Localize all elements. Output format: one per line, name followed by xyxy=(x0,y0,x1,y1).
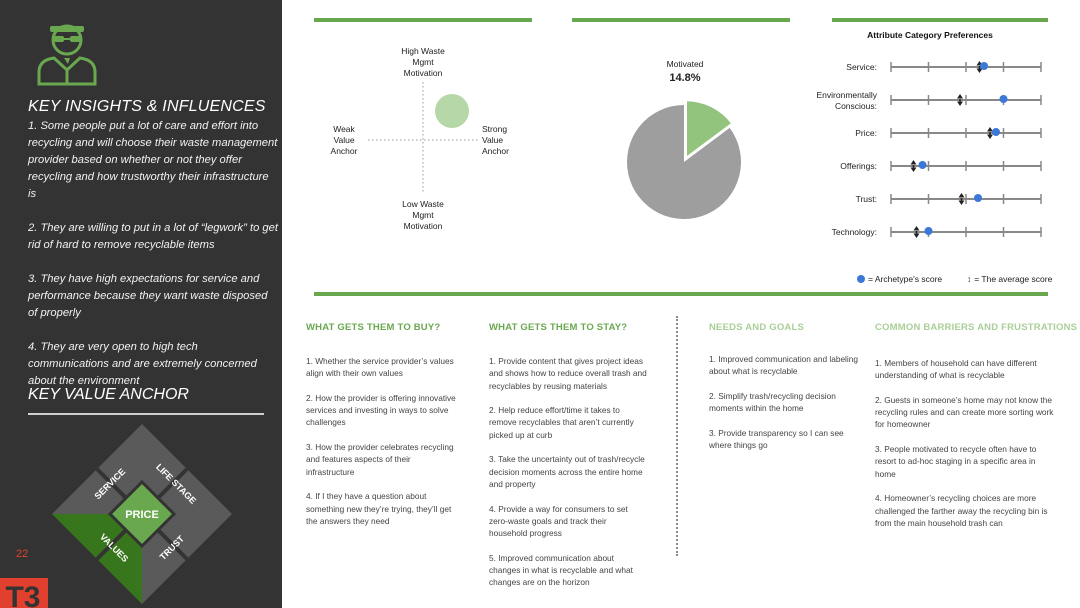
attribute-preferences: Attribute Category Preferences Service: E… xyxy=(805,28,1060,298)
legend-archetype-label: = Archetype's score xyxy=(868,274,943,284)
pie-slice-rest xyxy=(627,105,741,219)
value-motivation-quadrant: High Waste Mgmt Motivation Low Waste Mgm… xyxy=(310,40,545,240)
average-score-marker xyxy=(987,127,993,139)
insight-item: 2. They are willing to put in a lot of “… xyxy=(28,222,278,251)
archetype-score-dot xyxy=(924,227,933,235)
list-item: 2. Simplify trash/recycling decision mom… xyxy=(709,390,836,414)
insight-item: 1. Some people put a lot of care and eff… xyxy=(28,120,278,200)
list-item: 3. How the provider celebrates recycling… xyxy=(306,442,454,477)
list-item: 3. People motivated to recycle often hav… xyxy=(875,444,1037,479)
archetype-score-dot xyxy=(974,194,982,202)
average-score-marker xyxy=(957,94,963,106)
section-divider xyxy=(314,292,1048,296)
pie-value: 14.8% xyxy=(669,72,701,84)
list-item: 1. Whether the service provider’s values… xyxy=(306,356,454,379)
insight-item: 3. They have high expectations for servi… xyxy=(28,273,268,319)
logo-text: T3 xyxy=(5,581,40,608)
column-barriers: COMMON BARRIERS AND FRUSTRATIONS 1. Memb… xyxy=(875,322,1078,541)
attribute-label: Offerings: xyxy=(840,161,877,171)
column-heading: NEEDS AND GOALS xyxy=(709,322,805,333)
list-item: 1. Members of household can have differe… xyxy=(875,358,1037,381)
dotted-divider xyxy=(676,316,678,556)
section-bar xyxy=(832,18,1048,22)
list-item: 4. If I they have a question about somet… xyxy=(306,491,452,526)
archetype-score-dot xyxy=(999,95,1008,103)
legend-average: ↕ = The average score xyxy=(967,274,1052,284)
archetype-score-dot xyxy=(992,128,1000,136)
column-heading: WHAT GETS THEM TO BUY? xyxy=(306,322,441,333)
attribute-label: Service: xyxy=(846,62,877,72)
list-item: 1. Provide content that gives project id… xyxy=(489,356,647,391)
pie-svg xyxy=(627,99,741,219)
legend-archetype: = Archetype's score xyxy=(857,274,942,284)
column-heading: COMMON BARRIERS AND FRUSTRATIONS xyxy=(875,322,1078,333)
column-stay: WHAT GETS THEM TO STAY? 1. Provide conte… xyxy=(489,322,647,601)
column-needs: NEEDS AND GOALS 1. Improved communicatio… xyxy=(709,322,859,464)
average-score-marker xyxy=(910,160,917,172)
archetype-score-dot xyxy=(980,62,988,70)
list-item: 4. Provide a way for consumers to set ze… xyxy=(489,503,628,539)
quadrant-bottom-label: Low Waste Mgmt Motivation xyxy=(402,199,444,231)
list-item: 2. Guests in someone’s home may not know… xyxy=(875,394,1054,430)
archetype-dot-icon xyxy=(857,275,865,283)
archetype-bubble xyxy=(435,94,469,128)
list-item: 4. Homeowner’s recycling choices are mor… xyxy=(875,493,1048,528)
insights-list: 1. Some people put a lot of care and eff… xyxy=(28,118,278,407)
pie-label: Motivated xyxy=(666,59,704,69)
divider xyxy=(28,413,264,415)
quadrant-left-label: Weak Value Anchor xyxy=(330,124,358,156)
attribute-label: Environmentally Conscious: xyxy=(816,90,877,111)
key-value-anchor-title: KEY VALUE ANCHOR xyxy=(28,386,189,403)
attribute-label: Price: xyxy=(855,128,877,138)
insights-sidebar: KEY INSIGHTS & INFLUENCES 1. Some people… xyxy=(0,0,282,608)
list-item: 2. Help reduce effort/time it takes to r… xyxy=(489,405,634,440)
list-item: 1. Improved communication and labeling a… xyxy=(709,354,858,377)
quadrant-top-label: High Waste Mgmt Motivation xyxy=(401,46,445,78)
average-score-marker xyxy=(913,226,920,238)
legend-average-label: = The average score xyxy=(974,274,1053,284)
average-score-marker xyxy=(958,193,965,205)
diamond-center-label: PRICE xyxy=(125,509,159,521)
list-item: 5. Improved communication about changes … xyxy=(489,552,633,588)
t3-logo: T3 xyxy=(0,578,48,608)
value-anchor-diamond: PRICE SERVICE LIFE STAGE VALUES TRUST xyxy=(52,424,232,604)
column-heading: WHAT GETS THEM TO STAY? xyxy=(489,322,628,333)
quadrant-axes xyxy=(368,82,480,192)
pie-slice-motivated xyxy=(685,99,733,160)
section-bar xyxy=(314,18,532,22)
archetype-score-dot xyxy=(918,161,927,169)
quadrant-right-label: Strong Value Anchor xyxy=(482,124,509,156)
diamond-price-center xyxy=(107,479,177,549)
person-with-glasses-icon xyxy=(37,24,97,86)
key-insights-title: KEY INSIGHTS & INFLUENCES xyxy=(28,98,266,115)
list-item: 2. How the provider is offering innovati… xyxy=(306,392,456,428)
page-number: 22 xyxy=(16,548,29,560)
list-item: 3. Take the uncertainty out of trash/rec… xyxy=(489,454,645,489)
attribute-title: Attribute Category Preferences xyxy=(867,30,993,40)
average-marker-icon: ↕ xyxy=(967,274,972,284)
attribute-label: Technology: xyxy=(831,227,877,237)
list-item: 3. Provide transparency so I can see whe… xyxy=(709,427,844,451)
motivated-pie-chart: Motivated 14.8% xyxy=(580,56,790,226)
attribute-label: Trust: xyxy=(855,194,877,204)
section-bar xyxy=(572,18,790,22)
attribute-scales xyxy=(890,61,1042,238)
insight-item: 4. They are very open to high tech commu… xyxy=(28,341,257,387)
column-buy: WHAT GETS THEM TO BUY? 1. Whether the se… xyxy=(306,322,458,539)
